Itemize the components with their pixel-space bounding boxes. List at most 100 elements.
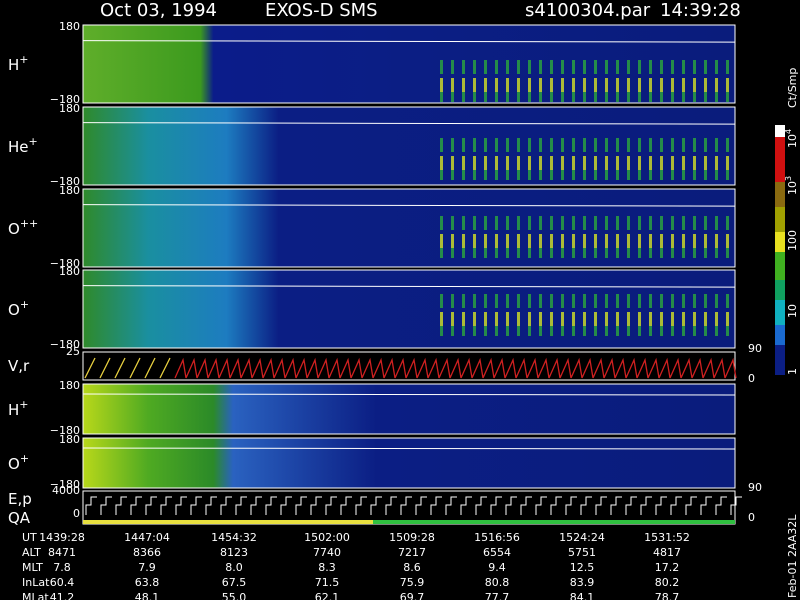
panels: H+180−180He+180−180O++180−180O+180−180H+… — [8, 20, 736, 491]
ep-top: 4000 — [52, 484, 80, 497]
ion: O — [8, 220, 20, 238]
pitch-line — [82, 122, 736, 125]
vr-trace — [84, 357, 171, 379]
row-value: 7740 — [313, 546, 341, 559]
row-label: MLat — [22, 591, 49, 600]
row-value: 1531:52 — [644, 531, 690, 544]
tick-base: 10 — [786, 134, 799, 148]
vr-right-bottom: 0 — [748, 372, 755, 385]
qa-bar — [373, 520, 735, 524]
charge: + — [19, 398, 28, 411]
row-value: 12.5 — [570, 561, 595, 574]
row-value: 1516:56 — [474, 531, 520, 544]
instrument: EXOS-D SMS — [265, 0, 378, 21]
row-value: 60.4 — [50, 576, 75, 589]
charge: + — [19, 53, 28, 66]
row-value: 83.9 — [570, 576, 595, 589]
pitch-line — [82, 285, 736, 288]
file: s4100304.par — [525, 0, 651, 21]
row-value: 63.8 — [135, 576, 160, 589]
row-value: 8.0 — [225, 561, 243, 574]
row-value: 80.2 — [655, 576, 680, 589]
row-value: 78.7 — [655, 591, 680, 600]
row-value: 4817 — [653, 546, 681, 559]
vr-top: 25 — [66, 345, 80, 358]
qa-label: QA — [8, 509, 31, 527]
ep-right-bottom: 0 — [748, 511, 755, 524]
panel-frame — [82, 188, 736, 268]
pitch-line — [82, 204, 736, 207]
ep-bottom: 0 — [73, 507, 80, 520]
tick-base: 10 — [786, 304, 799, 318]
axis-top: 180 — [59, 265, 80, 278]
tick-base: 10 — [786, 181, 799, 195]
row-value: 62.1 — [315, 591, 340, 600]
axis-bottom: −180 — [50, 338, 80, 351]
row-value: 48.1 — [135, 591, 160, 600]
row-value: 6554 — [483, 546, 511, 559]
row-value: 9.4 — [488, 561, 506, 574]
row-value: 67.5 — [222, 576, 247, 589]
tick-exp: 4 — [784, 129, 793, 134]
row-label: MLT — [22, 561, 43, 574]
row-value: 77.7 — [485, 591, 510, 600]
row-value: 5751 — [568, 546, 596, 559]
row-value: 8366 — [133, 546, 161, 559]
ion-label: O+ — [8, 298, 29, 319]
pitch-line — [82, 393, 736, 396]
vr-label: V,r — [8, 357, 30, 375]
axis-top: 180 — [59, 20, 80, 33]
spectrogram — [83, 384, 735, 434]
ep-panel — [82, 490, 736, 525]
ion: H — [8, 56, 19, 74]
row-value: 1502:00 — [304, 531, 350, 544]
panel-frame — [82, 269, 736, 349]
ep-right-top: 90 — [748, 481, 762, 494]
colorbar — [775, 125, 785, 375]
pitch-line — [82, 40, 736, 43]
row-value: 8.3 — [318, 561, 336, 574]
spectrogram-bursts — [438, 189, 735, 267]
row-label: UT — [22, 531, 37, 544]
vr-right-top: 90 — [748, 342, 762, 355]
axis-bottom: −180 — [50, 93, 80, 106]
row-value: 1454:32 — [211, 531, 257, 544]
pitch-line — [82, 447, 736, 450]
ion-label: H+ — [8, 398, 29, 419]
charge: + — [20, 452, 29, 465]
row-value: 7.8 — [53, 561, 71, 574]
axis-top: 180 — [59, 433, 80, 446]
spectrogram — [83, 438, 735, 488]
row-value: 75.9 — [400, 576, 425, 589]
panel-frame — [82, 24, 736, 104]
spectrogram-bursts — [438, 107, 735, 185]
axis-bottom: −180 — [50, 424, 80, 437]
ion: O — [8, 301, 20, 319]
row-label: InLat — [22, 576, 50, 589]
row-value: 7.9 — [138, 561, 156, 574]
colorbar-tick: 1 — [786, 368, 799, 375]
charge: ++ — [20, 217, 38, 230]
spectrogram-bursts — [438, 25, 735, 103]
row-value: 1447:04 — [124, 531, 170, 544]
date: Oct 03, 1994 — [100, 0, 217, 21]
row-value: 1524:24 — [559, 531, 605, 544]
ion-label: O+ — [8, 452, 29, 473]
ion-label: He+ — [8, 135, 38, 156]
ion-label: O++ — [8, 217, 38, 238]
axis-top: 180 — [59, 102, 80, 115]
charge: + — [20, 298, 29, 311]
row-value: 69.7 — [400, 591, 425, 600]
footer-side: Feb-01 2AA32L — [786, 514, 799, 598]
axis-top: 180 — [59, 184, 80, 197]
vr-trace — [174, 357, 737, 379]
colorbar-tick: 104 — [784, 129, 799, 148]
row-value: 1439:28 — [39, 531, 85, 544]
row-value: 71.5 — [315, 576, 340, 589]
panel-frame — [82, 437, 736, 489]
ion-label: H+ — [8, 53, 29, 74]
row-value: 41.2 — [50, 591, 75, 600]
row-value: 84.1 — [570, 591, 595, 600]
row-value: 80.8 — [485, 576, 510, 589]
